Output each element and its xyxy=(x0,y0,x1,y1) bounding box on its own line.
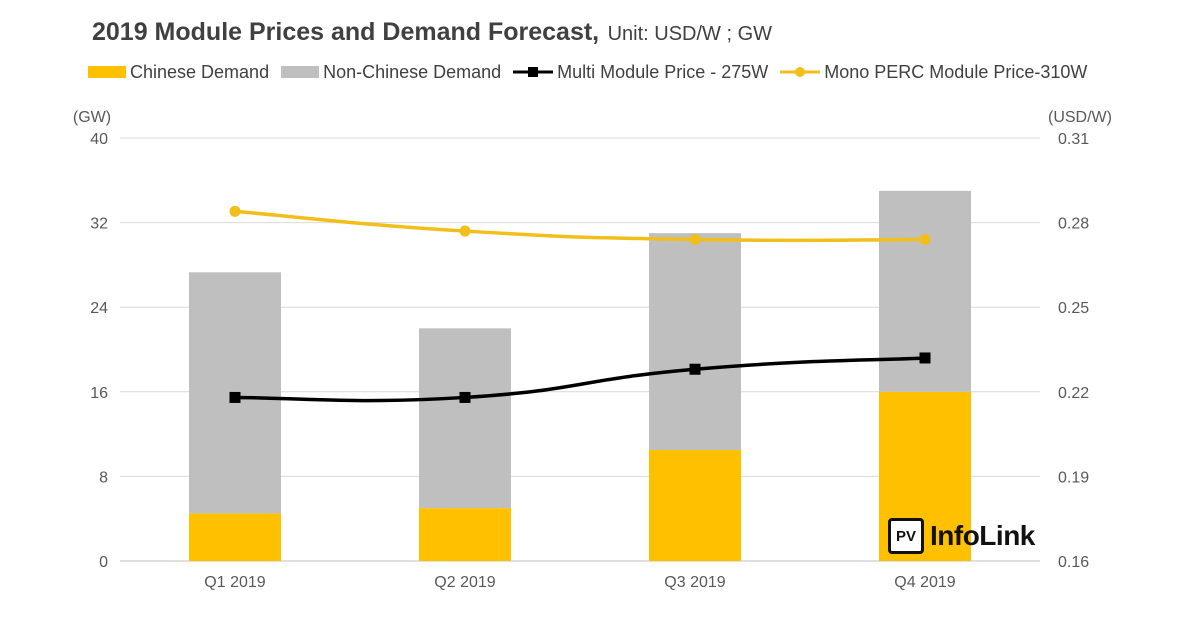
point-mono-price xyxy=(229,205,241,217)
right-tick-label: 0.22 xyxy=(1058,385,1089,402)
point-multi-price xyxy=(229,391,241,403)
bar-chinese-demand xyxy=(649,449,741,561)
bar-non-chinese-demand xyxy=(649,233,741,450)
left-tick-label: 40 xyxy=(90,131,108,148)
legend-swatch-mono-price xyxy=(780,67,821,77)
left-tick-label: 32 xyxy=(90,216,108,233)
left-tick-label: 24 xyxy=(90,300,108,317)
bar-chinese-demand xyxy=(189,513,281,561)
point-mono-price xyxy=(689,234,701,246)
legend-label-chinese-demand: Chinese Demand xyxy=(130,61,270,82)
legend-swatch-multi-price xyxy=(513,67,554,77)
bar-non-chinese-demand xyxy=(419,328,511,509)
legend-item-chinese-demand: Chinese Demand xyxy=(88,62,269,83)
category-label: Q1 2019 xyxy=(204,574,265,591)
point-multi-price xyxy=(919,352,931,364)
left-axis-label: (GW) xyxy=(73,109,111,126)
right-axis-label: (USD/W) xyxy=(1048,109,1112,126)
point-multi-price xyxy=(459,391,471,403)
legend-label-multi-price: Multi Module Price - 275W xyxy=(557,61,769,82)
point-mono-price xyxy=(459,225,471,237)
legend-item-mono-price: Mono PERC Module Price-310W xyxy=(780,62,1087,83)
legend: Chinese Demand Non-Chinese Demand Multi … xyxy=(88,60,1099,84)
left-tick-label: 8 xyxy=(99,469,108,486)
left-tick-label: 16 xyxy=(90,385,108,402)
legend-item-multi-price: Multi Module Price - 275W xyxy=(513,62,768,83)
bar-chinese-demand xyxy=(419,508,511,561)
pv-logo-mark: PV xyxy=(888,518,924,554)
chart-title: 2019 Module Prices and Demand Forecast, xyxy=(92,18,600,46)
right-tick-label: 0.25 xyxy=(1058,300,1089,317)
line-multi-price xyxy=(234,356,926,403)
legend-item-non-chinese-demand: Non-Chinese Demand xyxy=(281,62,501,83)
line-mono-price xyxy=(234,209,926,243)
chart-title-row: 2019 Module Prices and Demand Forecast, … xyxy=(92,18,772,47)
logo-text: InfoLink xyxy=(930,520,1035,551)
right-tick-label: 0.28 xyxy=(1058,216,1089,233)
right-tick-label: 0.16 xyxy=(1058,554,1089,571)
point-multi-price xyxy=(689,363,701,375)
right-tick-label: 0.31 xyxy=(1058,131,1089,148)
point-mono-price xyxy=(919,234,931,246)
right-tick-label: 0.19 xyxy=(1058,469,1089,486)
chart-unit: Unit: USD/W ; GW xyxy=(607,23,773,45)
category-label: Q4 2019 xyxy=(894,574,955,591)
left-tick-label: 0 xyxy=(99,554,108,571)
category-label: Q3 2019 xyxy=(664,574,725,591)
legend-swatch-non-chinese-demand xyxy=(281,66,320,78)
legend-swatch-chinese-demand xyxy=(88,66,126,78)
legend-label-mono-price: Mono PERC Module Price-310W xyxy=(824,61,1088,82)
legend-label-non-chinese-demand: Non-Chinese Demand xyxy=(323,61,502,82)
infolink-logo: PV InfoLink xyxy=(888,518,1035,554)
category-label: Q2 2019 xyxy=(434,574,495,591)
